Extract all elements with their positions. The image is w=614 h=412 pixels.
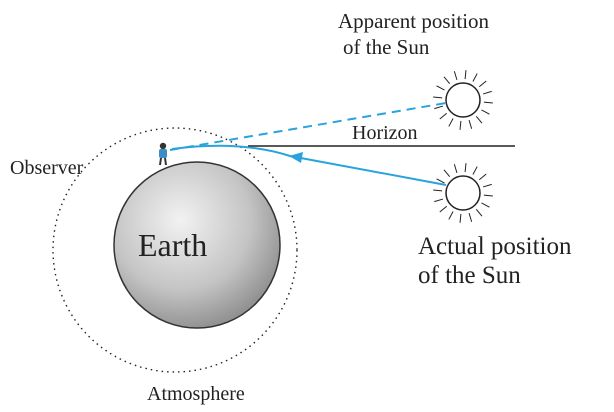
horizon-label: Horizon: [352, 122, 418, 144]
observer-label: Observer: [10, 157, 84, 179]
apparent-label: of the Sun: [343, 35, 430, 59]
sun-ray: [440, 113, 447, 119]
sun-ray: [473, 167, 477, 175]
sun-ray: [437, 179, 445, 183]
sun-ray: [437, 86, 445, 90]
sun-ray: [460, 214, 461, 223]
actual-sun: [433, 163, 493, 223]
apparent-label: Apparent position: [338, 9, 490, 33]
sun-ray: [440, 206, 447, 212]
sun-ray: [454, 71, 457, 80]
observer-figure: [159, 143, 167, 165]
sun-ray: [454, 164, 457, 173]
sun-ray: [434, 106, 443, 109]
atmosphere-label: Atmosphere: [147, 383, 245, 405]
sun-ray: [476, 116, 482, 123]
sun-ray: [449, 119, 453, 127]
sun-ray: [482, 203, 490, 207]
sun-ray: [434, 199, 443, 202]
sun-ray: [473, 74, 477, 82]
sun-ray: [465, 163, 466, 172]
sun-ray: [469, 213, 472, 222]
sun-ray: [449, 212, 453, 220]
sun-ray: [482, 110, 490, 114]
sun-ray: [483, 91, 492, 94]
sun-ray: [465, 70, 466, 79]
sun-ray: [460, 121, 461, 130]
sun-ray: [444, 77, 450, 84]
sun-ray: [484, 102, 493, 103]
actual-label: Actual position: [418, 233, 572, 260]
sun-ray: [444, 170, 450, 177]
earth-label: Earth: [138, 227, 207, 263]
sun-ray: [483, 184, 492, 187]
sun-ray: [433, 97, 442, 98]
sun-ray: [476, 209, 482, 216]
sun-ray: [479, 81, 486, 87]
sun-ray: [479, 174, 486, 180]
ray-arrow: [289, 152, 303, 163]
apparent-sun: [433, 70, 493, 130]
sun-ray: [484, 195, 493, 196]
refraction-diagram: Apparent position of the Sun Horizon Obs…: [0, 0, 614, 412]
actual-label: of the Sun: [418, 262, 521, 289]
sun-ray: [469, 120, 472, 129]
sun-ray: [433, 190, 442, 191]
